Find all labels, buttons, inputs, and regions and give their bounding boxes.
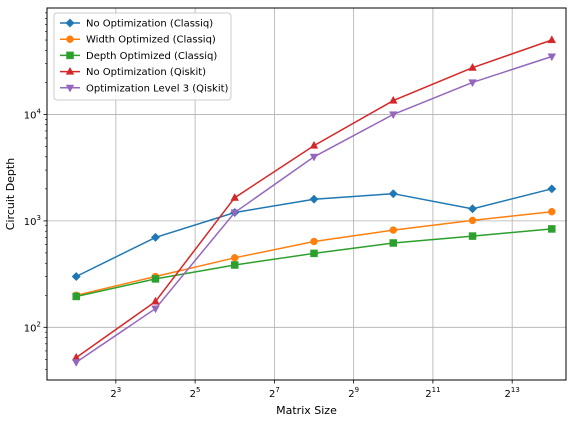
data-point: [548, 207, 556, 216]
legend-item: No Optimization (Qiskit): [60, 66, 206, 78]
data-point: [71, 271, 81, 282]
legend-label: No Optimization (Qiskit): [86, 67, 206, 78]
axis-ticks: 23 25 27 29 211 213 102 103 104: [24, 12, 520, 400]
legend-label: No Optimization (Classiq): [86, 19, 213, 30]
x-tick-label: 213: [505, 386, 520, 400]
legend-marker: [65, 18, 75, 28]
data-point: [468, 216, 477, 225]
legend: No Optimization (Classiq) Width Optimized…: [53, 12, 232, 101]
legend-marker: [66, 51, 74, 60]
data-point: [230, 261, 239, 269]
data-point: [150, 232, 161, 242]
data-point: [467, 204, 478, 214]
data-point: [389, 111, 398, 120]
x-tick-label: 27: [269, 386, 280, 400]
plot-area-frame: [46, 7, 567, 381]
data-point: [548, 225, 556, 233]
data-point: [309, 153, 319, 162]
legend-label: Optimization Level 3 (Qiskit): [86, 83, 229, 94]
data-point: [547, 184, 557, 194]
data-point: [468, 62, 477, 71]
x-tick-label: 211: [425, 386, 440, 400]
data-point: [151, 296, 160, 305]
data-point: [72, 292, 80, 301]
legend-label: Width Optimized (Classiq): [86, 35, 216, 46]
legend-marker: [66, 35, 74, 43]
x-axis-label: Matrix Size: [276, 404, 337, 417]
legend-item: No Optimization (Classiq): [60, 18, 213, 30]
data-point: [389, 239, 398, 247]
y-tick-label: 104: [24, 107, 42, 121]
legend-item: Depth Optimized (Classiq): [60, 51, 217, 62]
data-point: [547, 53, 557, 62]
x-tick-label: 29: [348, 386, 359, 400]
data-point: [230, 254, 239, 262]
legend-marker: [65, 66, 75, 75]
data-point: [309, 194, 319, 204]
y-tick-label: 102: [24, 320, 41, 334]
legend-marker: [65, 84, 75, 93]
data-point: [310, 249, 318, 258]
legend-box: [53, 12, 232, 101]
legend-item: Width Optimized (Classiq): [60, 35, 216, 46]
data-point: [151, 275, 160, 283]
data-point: [230, 193, 240, 201]
data-point: [230, 209, 240, 218]
legend-item: Optimization Level 3 (Qiskit): [60, 83, 229, 94]
data-point: [547, 35, 557, 44]
x-tick-label: 25: [190, 386, 201, 400]
data-point: [389, 95, 398, 104]
data-point: [388, 189, 398, 199]
data-point: [389, 226, 398, 234]
grid: [47, 8, 566, 380]
series-layer: [71, 35, 557, 367]
data-point: [468, 232, 477, 240]
series-5: [71, 53, 557, 367]
series-3: [72, 225, 556, 301]
y-tick-label: 103: [24, 214, 41, 228]
data-point: [468, 79, 477, 88]
data-point: [71, 359, 81, 367]
data-point: [309, 140, 319, 149]
series-4: [71, 35, 557, 361]
legend-label: Depth Optimized (Classiq): [86, 51, 217, 62]
y-axis-label: Circuit Depth: [4, 158, 17, 230]
x-tick-label: 23: [110, 386, 121, 400]
data-point: [151, 305, 160, 314]
data-point: [310, 237, 318, 246]
